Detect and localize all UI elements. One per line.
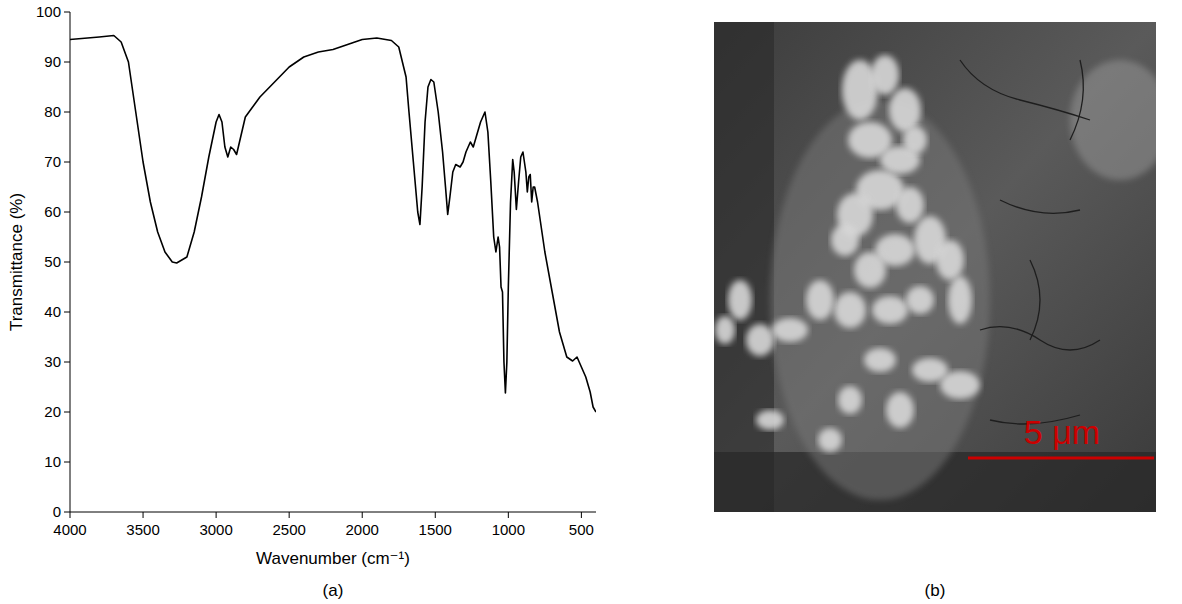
y-tick — [64, 262, 70, 263]
y-tick — [64, 162, 70, 163]
crack — [1000, 200, 1080, 213]
y-tick-label: 60 — [44, 203, 61, 220]
haze — [1070, 60, 1156, 180]
crack — [1030, 260, 1040, 340]
x-tick-label: 3000 — [199, 521, 232, 538]
particle — [940, 371, 980, 399]
particle — [818, 428, 842, 452]
particle — [756, 410, 784, 430]
y-tick-label: 70 — [44, 153, 61, 170]
particle — [889, 88, 921, 132]
particle — [936, 240, 964, 280]
y-tick — [64, 512, 70, 513]
y-tick — [64, 12, 70, 13]
particle — [715, 316, 735, 344]
particle — [864, 348, 896, 372]
particle — [903, 126, 927, 154]
y-tick — [64, 412, 70, 413]
particle — [871, 55, 899, 95]
x-tick-label: 1500 — [419, 521, 452, 538]
x-tick-label: 3500 — [126, 521, 159, 538]
particle — [831, 224, 859, 256]
y-tick — [64, 212, 70, 213]
y-tick-label: 0 — [53, 503, 61, 520]
particle — [854, 252, 886, 288]
particle — [906, 286, 934, 314]
x-tick — [143, 512, 144, 518]
y-tick-label: 40 — [44, 303, 61, 320]
x-tick — [508, 512, 509, 518]
y-tick-label: 20 — [44, 403, 61, 420]
x-tick-label: 2500 — [272, 521, 305, 538]
figure: 0 10 20 30 40 50 60 70 80 90 100 4000 3500 3000 2500 20… — [0, 0, 1182, 604]
x-tick — [70, 512, 71, 518]
particle — [772, 318, 808, 342]
scale-bar — [968, 457, 1154, 460]
shadow — [714, 22, 774, 512]
y-tick — [64, 62, 70, 63]
y-tick-label: 10 — [44, 453, 61, 470]
plot-area — [70, 36, 596, 413]
panel-label: (a) — [323, 581, 344, 600]
x-tick — [362, 512, 363, 518]
x-axis-title: Wavenumber (cm⁻¹) — [256, 549, 410, 568]
x-tick-label: 500 — [569, 521, 594, 538]
scale-bar-label: 5 μm — [1024, 413, 1100, 451]
particle — [948, 276, 972, 324]
y-axis-title: Transmittance (%) — [7, 193, 26, 331]
x-tick — [581, 512, 582, 518]
crack — [1070, 60, 1083, 140]
y-tick — [64, 112, 70, 113]
particle — [746, 324, 774, 356]
y-tick — [64, 462, 70, 463]
y-tick — [64, 312, 70, 313]
x-tick-label: 1000 — [492, 521, 525, 538]
particle — [872, 296, 908, 324]
y-tick-label: 30 — [44, 353, 61, 370]
particle — [886, 392, 914, 428]
particle — [838, 386, 862, 414]
haze — [770, 100, 990, 500]
x-tick-label: 2000 — [346, 521, 379, 538]
panel-label: (b) — [925, 581, 946, 600]
y-tick-label: 90 — [44, 53, 61, 70]
particle — [806, 280, 834, 320]
crack — [960, 60, 1090, 120]
particle — [728, 280, 752, 320]
x-axis — [70, 512, 596, 513]
particle — [834, 292, 866, 328]
x-tick — [216, 512, 217, 518]
y-tick — [64, 362, 70, 363]
y-tick-label: 50 — [44, 253, 61, 270]
x-tick-label: 4000 — [53, 521, 86, 538]
x-tick — [435, 512, 436, 518]
spectrum-line — [70, 36, 596, 413]
micrograph — [714, 22, 1156, 512]
crack — [980, 327, 1100, 350]
y-tick-label: 80 — [44, 103, 61, 120]
y-tick-label: 100 — [36, 3, 61, 20]
x-tick — [289, 512, 290, 518]
particle — [896, 187, 924, 223]
